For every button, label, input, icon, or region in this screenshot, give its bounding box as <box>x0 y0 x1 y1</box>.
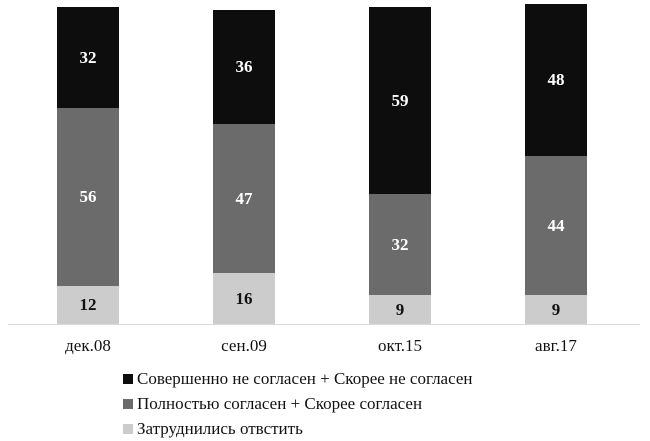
data-label: 56 <box>79 187 97 207</box>
bar-segment: 59 <box>369 7 431 195</box>
bar-segment: 36 <box>213 10 275 125</box>
data-label: 36 <box>235 57 253 77</box>
bar-segment: 9 <box>369 295 431 324</box>
legend-label: Совершенно не согласен + Скорее не согла… <box>137 368 473 388</box>
bar-segment: 16 <box>213 273 275 324</box>
bar-segment: 9 <box>525 295 587 324</box>
bar-segment: 32 <box>57 7 119 109</box>
legend-item-agree: Полностью согласен + Скорее согласен <box>123 391 473 416</box>
x-tick-label: окт.15 <box>378 336 422 355</box>
data-label: 16 <box>235 288 253 308</box>
legend-item-disagree: Совершенно не согласен + Скорее не согла… <box>123 366 473 391</box>
x-tick-label: сен.09 <box>221 336 267 355</box>
legend: Совершенно не согласен + Скорее не согла… <box>123 366 473 441</box>
legend-item-undecided: Затруднились отвстить <box>123 416 473 441</box>
data-label: 9 <box>395 299 405 319</box>
data-label: 32 <box>79 47 97 67</box>
bar-segment: 44 <box>525 155 587 296</box>
x-tick-label: авг.17 <box>535 336 577 355</box>
legend-label: Затруднились отвстить <box>137 418 303 438</box>
data-label: 47 <box>235 188 253 208</box>
legend-swatch-light <box>123 423 133 434</box>
data-label: 59 <box>391 90 409 110</box>
x-axis-line <box>8 324 640 325</box>
data-label: 9 <box>551 299 561 319</box>
bar-segment: 48 <box>525 3 587 156</box>
data-label: 48 <box>547 69 565 89</box>
legend-label: Полностью согласен + Скорее согласен <box>137 393 423 413</box>
x-tick-label: дек.08 <box>65 336 111 355</box>
legend-swatch-black <box>123 373 133 384</box>
bar-segment: 47 <box>213 124 275 274</box>
bar-segment: 32 <box>369 194 431 296</box>
bar-segment: 12 <box>57 285 119 324</box>
data-label: 32 <box>391 234 409 254</box>
data-label: 44 <box>547 215 565 235</box>
data-label: 12 <box>79 294 97 314</box>
legend-swatch-gray <box>123 398 133 409</box>
bar-segment: 56 <box>57 108 119 286</box>
